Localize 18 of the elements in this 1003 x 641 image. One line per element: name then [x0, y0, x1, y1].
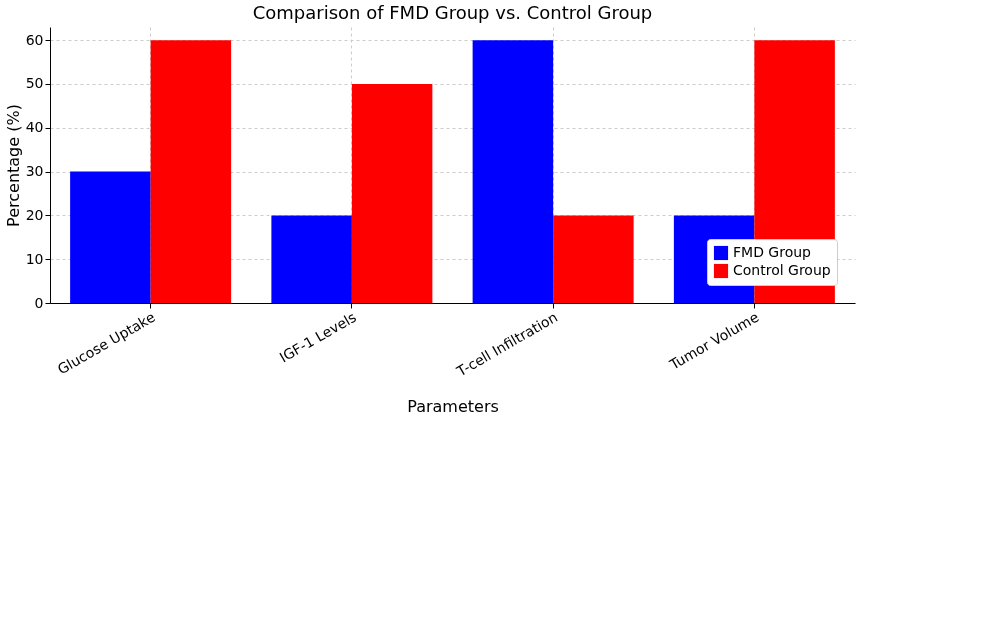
y-tick-label: 60: [25, 31, 44, 48]
y-tick-label: 20: [25, 206, 44, 223]
bar: [150, 40, 232, 303]
bar: [351, 83, 433, 303]
legend-label: Control Group: [733, 262, 831, 278]
y-tick-label: 30: [25, 163, 44, 180]
bar: [70, 171, 151, 303]
bar: [472, 40, 554, 303]
x-axis-title: Parameters: [407, 397, 499, 417]
bar: [553, 215, 634, 303]
y-tick-label: 0: [34, 294, 44, 311]
y-tick-label: 40: [25, 119, 44, 136]
y-tick-label: 50: [25, 75, 44, 92]
legend-label: FMD Group: [733, 244, 812, 260]
y-tick-label: 10: [25, 250, 44, 267]
chart-title: Comparison of FMD Group vs. Control Group: [252, 2, 653, 23]
y-axis-title: Percentage (%): [3, 104, 23, 227]
bar: [271, 215, 352, 303]
